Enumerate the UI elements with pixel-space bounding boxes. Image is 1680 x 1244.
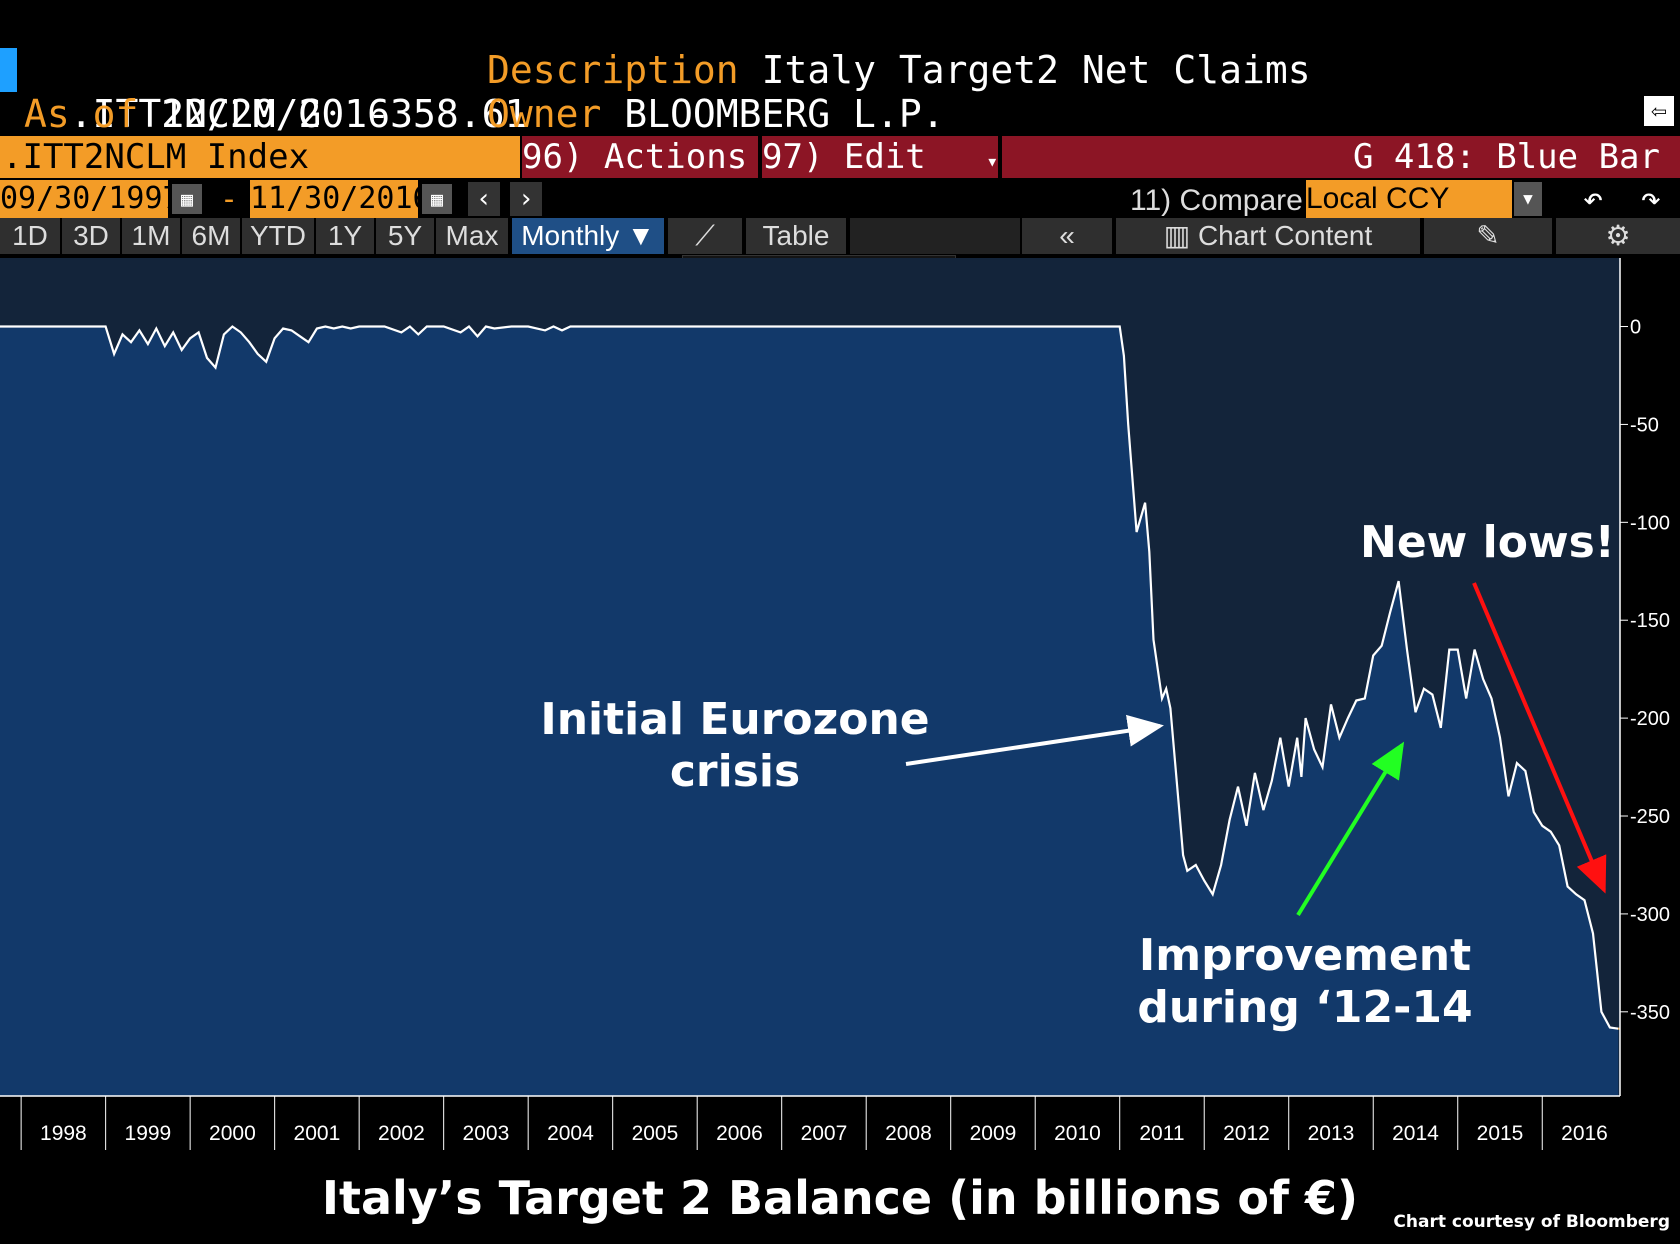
tab-1y[interactable]: 1Y bbox=[316, 218, 374, 254]
x-tick-label: 2006 bbox=[716, 1122, 763, 1145]
security-marker bbox=[0, 48, 17, 92]
collapse-icon[interactable]: « bbox=[1022, 218, 1112, 254]
tab-1m[interactable]: 1M bbox=[122, 218, 180, 254]
end-date-input[interactable]: 11/30/2016 bbox=[250, 180, 418, 218]
chart-id-label: G 418: Blue Bar bbox=[1002, 136, 1680, 178]
new-lows-arrow bbox=[1472, 582, 1607, 894]
description-label: Description bbox=[487, 48, 739, 92]
x-tick-label: 2016 bbox=[1561, 1122, 1608, 1145]
caret-down-icon: ▾ bbox=[986, 149, 998, 173]
actions-label: 96) Actions bbox=[522, 137, 748, 177]
improvement-line-1: Improvement bbox=[1138, 930, 1472, 981]
header-line-1: .ITT2NCLM G -358.61 bbox=[24, 48, 528, 136]
gear-icon[interactable]: ⚙ bbox=[1556, 218, 1680, 254]
redo-icon[interactable]: ↷ bbox=[1640, 179, 1662, 219]
description-row: Description Italy Target2 Net Claims bbox=[487, 48, 1311, 92]
y-tick-label: -350 bbox=[1630, 1002, 1670, 1024]
tab-6m[interactable]: 6M bbox=[182, 218, 240, 254]
owner-value: BLOOMBERG L.P. bbox=[624, 92, 945, 136]
tab-5y[interactable]: 5Y bbox=[376, 218, 434, 254]
x-tick-label: 2005 bbox=[632, 1122, 679, 1145]
improvement-arrow bbox=[1296, 741, 1405, 917]
chevron-right-icon[interactable]: › bbox=[510, 182, 542, 216]
undo-icon[interactable]: ↶ bbox=[1582, 179, 1604, 219]
y-tick-label: -300 bbox=[1630, 904, 1670, 926]
compare-button[interactable]: 11) Compare bbox=[1130, 184, 1303, 217]
ticker: .ITT2NCLM G bbox=[69, 92, 322, 136]
x-tick-label: 2009 bbox=[970, 1122, 1017, 1145]
x-tick-label: 2014 bbox=[1392, 1122, 1439, 1145]
owner-label: Owner bbox=[487, 92, 602, 136]
dropdown-arrow-icon[interactable]: ▼ bbox=[1514, 182, 1542, 216]
x-tick-label: 1999 bbox=[125, 1122, 172, 1145]
x-tick-label: 2015 bbox=[1477, 1122, 1524, 1145]
actions-menu[interactable]: 96) Actions ▾ bbox=[522, 136, 758, 178]
x-tick-label: 2012 bbox=[1223, 1122, 1270, 1145]
x-tick-label: 2003 bbox=[463, 1122, 510, 1145]
chart-content-button[interactable]: ▥ Chart Content bbox=[1116, 218, 1420, 254]
chart-caption: Italy’s Target 2 Balance (in billions of… bbox=[321, 1171, 1359, 1225]
tab-1d[interactable]: 1D bbox=[0, 218, 60, 254]
asof-label: As of bbox=[24, 92, 139, 136]
y-tick-label: -250 bbox=[1630, 806, 1670, 828]
series-area-fill bbox=[0, 326, 1619, 1096]
x-tick-label: 2007 bbox=[801, 1122, 848, 1145]
new-lows-annotation: New lows! bbox=[1360, 517, 1615, 568]
crisis-arrow bbox=[905, 714, 1164, 766]
area-chart[interactable]: 0 -50 -100 -150 -200 -250 -300 -350 1998 1999 200… bbox=[0, 0, 1680, 1160]
y-tick-label: -150 bbox=[1630, 610, 1670, 632]
start-date-input[interactable]: 09/30/1997 bbox=[0, 180, 168, 218]
edit-chart-icon[interactable]: ✎ bbox=[1424, 218, 1552, 254]
export-icon[interactable]: ⇦ bbox=[1644, 96, 1674, 126]
chevron-left-icon[interactable]: ‹ bbox=[468, 182, 500, 216]
x-tick-label: 2010 bbox=[1054, 1122, 1101, 1145]
description-value: Italy Target2 Net Claims bbox=[761, 48, 1311, 92]
tab-max[interactable]: Max bbox=[436, 218, 508, 254]
x-tick-label: 1998 bbox=[40, 1122, 87, 1145]
x-tick-label: 2000 bbox=[209, 1122, 256, 1145]
chart-credit: Chart courtesy of Bloomberg bbox=[1393, 1212, 1670, 1232]
tab-3d[interactable]: 3D bbox=[62, 218, 120, 254]
y-axis: 0 -50 -100 -150 -200 -250 -300 -350 bbox=[1620, 317, 1670, 1024]
y-tick-label: -50 bbox=[1630, 414, 1659, 436]
crisis-annotation: Initial Eurozone crisis bbox=[520, 694, 950, 798]
asof-value: 12/20/2016 bbox=[161, 92, 391, 136]
x-tick-label: 2001 bbox=[294, 1122, 341, 1145]
index-name-field[interactable]: .ITT2NCLM Index bbox=[0, 136, 520, 178]
y-tick-label: -200 bbox=[1630, 708, 1670, 730]
tab-monthly[interactable]: Monthly ▼ bbox=[512, 218, 664, 254]
improvement-annotation: Improvement during ‘12-14 bbox=[1110, 930, 1500, 1034]
chart-content-label: Chart Content bbox=[1197, 220, 1373, 251]
calendar-icon[interactable]: ▦ bbox=[172, 184, 202, 214]
asof-row: As of 12/20/2016 bbox=[24, 92, 390, 136]
x-tick-label: 2004 bbox=[547, 1122, 594, 1145]
x-axis: 1998 1999 2000 2001 2002 2003 2004 2005 2006 2007… bbox=[20, 1096, 1608, 1150]
edit-label: 97) Edit bbox=[762, 137, 926, 177]
date-separator: - bbox=[220, 182, 239, 217]
tab-ytd[interactable]: YTD bbox=[242, 218, 314, 254]
x-tick-label: 2011 bbox=[1139, 1122, 1184, 1145]
series-line bbox=[0, 325, 1619, 1030]
x-tick-label: 2013 bbox=[1308, 1122, 1355, 1145]
toolbar-spacer bbox=[850, 218, 1020, 254]
improvement-line-2: during ‘12-14 bbox=[1137, 982, 1473, 1033]
x-tick-label: 2002 bbox=[378, 1122, 425, 1145]
owner-row: Owner BLOOMBERG L.P. bbox=[487, 92, 945, 136]
last-value: -358.61 bbox=[367, 92, 528, 136]
calendar-icon[interactable]: ▦ bbox=[422, 184, 452, 214]
y-tick-label: 0 bbox=[1630, 317, 1641, 339]
crisis-line-1: Initial Eurozone bbox=[540, 694, 930, 745]
bar-chart-icon: ▥ bbox=[1163, 220, 1191, 251]
line-chart-icon[interactable]: ⟋ bbox=[668, 218, 742, 254]
tab-table[interactable]: Table bbox=[746, 218, 846, 254]
edit-menu[interactable]: 97) Edit ▾ bbox=[762, 136, 998, 178]
crisis-line-2: crisis bbox=[669, 746, 801, 797]
currency-select[interactable]: Local CCY bbox=[1306, 180, 1512, 218]
y-tick-label: -100 bbox=[1630, 512, 1670, 534]
x-tick-label: 2008 bbox=[885, 1122, 932, 1145]
